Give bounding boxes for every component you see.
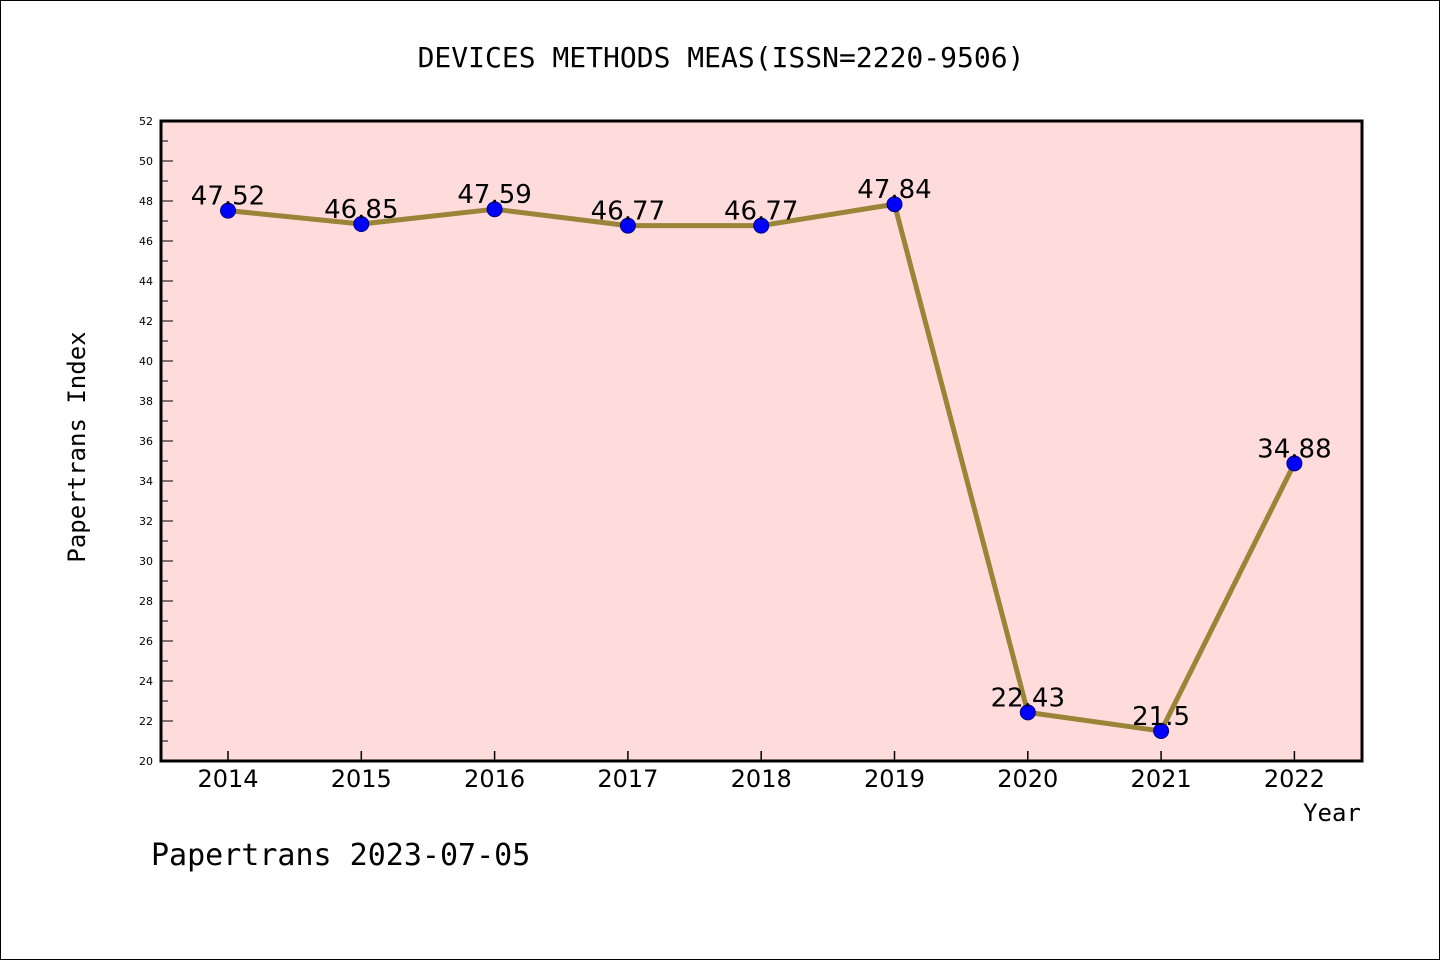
y-tick-label: 26 (139, 635, 153, 648)
data-label: 46.77 (724, 197, 798, 227)
footer-text: Papertrans 2023-07-05 (151, 838, 530, 873)
data-label: 21.5 (1132, 702, 1190, 732)
data-point (486, 201, 503, 218)
data-point (753, 217, 770, 234)
data-point (1153, 723, 1170, 739)
data-point (1286, 455, 1303, 472)
y-tick-label: 44 (139, 275, 153, 288)
y-tick-label: 20 (139, 755, 153, 768)
data-label: 47.84 (857, 175, 931, 205)
x-tick-label: 2017 (597, 765, 658, 793)
x-tick-label: 2019 (864, 765, 925, 793)
x-tick-label: 2014 (197, 765, 258, 793)
y-tick-label: 38 (139, 395, 153, 408)
chart-title: DEVICES METHODS MEAS(ISSN=2220-9506) (418, 41, 1025, 74)
x-axis-label: Year (1303, 799, 1361, 827)
y-tick-label: 48 (139, 195, 153, 208)
data-point (353, 216, 370, 232)
data-label: 34.88 (1257, 434, 1331, 464)
x-tick-label: 2022 (1264, 765, 1325, 793)
data-label: 46.77 (591, 197, 665, 227)
y-tick-label: 40 (139, 355, 153, 368)
x-tick-label: 2021 (1131, 765, 1192, 793)
y-tick-label: 36 (139, 435, 153, 448)
data-label: 22.43 (991, 683, 1065, 713)
y-tick-label: 52 (139, 115, 153, 128)
data-point (220, 202, 236, 219)
data-label: 47.52 (191, 182, 265, 212)
y-tick-label: 24 (139, 675, 153, 688)
plot-frame (159, 119, 1364, 763)
x-tick-label: 2020 (997, 765, 1058, 793)
y-tick-label: 50 (139, 155, 153, 168)
y-tick-label: 34 (139, 475, 153, 488)
y-tick-label: 32 (139, 515, 153, 528)
data-point (1019, 704, 1036, 721)
data-labels: 47.52 46.85 47.59 46.77 46.77 47.84 22.43 21.5 3… (191, 175, 1332, 732)
y-axis-ticks: 20 22 24 26 28 30 32 34 36 38 40 42 44 46 48 50 52 (139, 115, 173, 768)
data-point (619, 217, 636, 234)
data-label: 46.85 (324, 195, 398, 225)
y-tick-label: 22 (139, 715, 153, 728)
y-axis-label: Papertrans Index (63, 331, 91, 562)
y-tick-label: 28 (139, 595, 153, 608)
x-tick-label: 2018 (731, 765, 792, 793)
y-tick-label: 42 (139, 315, 153, 328)
x-tick-label: 2016 (464, 765, 525, 793)
data-point (886, 196, 903, 213)
x-axis-ticks: 2014 2015 2016 2017 2018 2019 2020 2021 2022 (197, 751, 1325, 793)
x-tick-label: 2015 (331, 765, 392, 793)
data-label: 47.59 (457, 180, 531, 210)
y-tick-label: 46 (139, 235, 153, 248)
y-tick-label: 30 (139, 555, 153, 568)
series-markers (220, 196, 1303, 739)
